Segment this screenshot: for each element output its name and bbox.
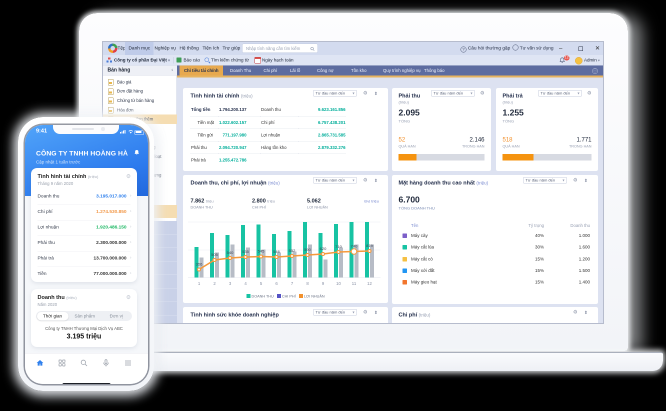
svg-text:2: 2 [213,281,216,286]
svg-text:540: 540 [227,250,234,255]
svg-text:740: 740 [351,244,358,249]
svg-text:366: 366 [196,262,203,267]
svg-text:505: 505 [211,252,218,257]
svg-text:12: 12 [367,281,372,286]
svg-text:552: 552 [289,248,296,253]
svg-text:3: 3 [229,281,232,286]
svg-text:710: 710 [335,244,342,249]
svg-text:545: 545 [258,249,265,254]
svg-text:590: 590 [304,247,311,252]
svg-text:4: 4 [244,281,247,286]
svg-text:10: 10 [336,281,341,286]
svg-text:7: 7 [291,281,294,286]
svg-text:1: 1 [198,281,201,286]
svg-text:11: 11 [352,281,357,286]
svg-text:535: 535 [242,249,249,254]
svg-text:620: 620 [320,246,327,251]
svg-text:6: 6 [275,281,278,286]
svg-text:819: 819 [366,243,373,248]
svg-text:5: 5 [260,281,263,286]
svg-text:8: 8 [306,281,309,286]
svg-text:9: 9 [322,281,325,286]
svg-text:546: 546 [273,249,280,254]
